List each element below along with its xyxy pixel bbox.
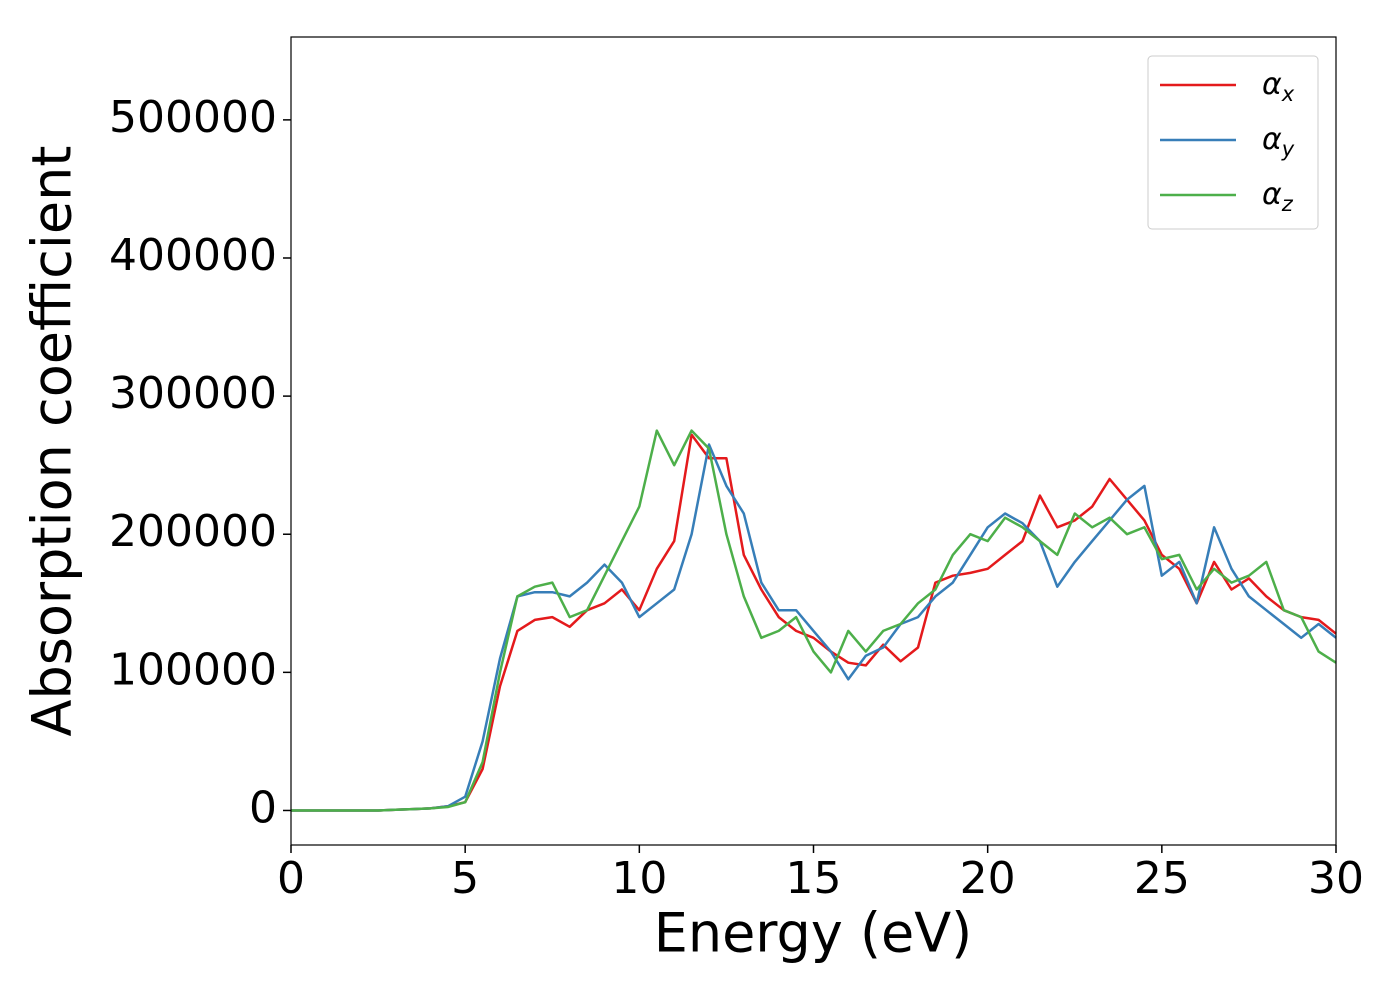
x-tick-label: 20 <box>960 853 1016 904</box>
x-tick-label: 30 <box>1308 853 1364 904</box>
x-axis-label: Energy (eV) <box>654 902 973 965</box>
y-tick-label: 0 <box>249 782 277 833</box>
y-tick-label: 100000 <box>109 644 277 695</box>
legend-label: αz <box>1262 177 1294 217</box>
line-series <box>291 443 1337 812</box>
x-tick-label: 10 <box>611 853 667 904</box>
y-axis-label: Absorption coefficient <box>21 146 84 737</box>
x-tick-label: 15 <box>786 853 842 904</box>
line-series <box>291 429 1337 812</box>
legend-box <box>1147 55 1319 230</box>
x-tick-label: 25 <box>1134 853 1190 904</box>
legend-label: αx <box>1262 67 1295 107</box>
x-tick-label: 5 <box>451 853 479 904</box>
x-tick-label: 0 <box>277 853 305 904</box>
line-series <box>291 433 1337 812</box>
y-tick-label: 300000 <box>109 368 277 419</box>
plot-frame <box>290 36 1337 846</box>
y-tick-label: 200000 <box>109 506 277 557</box>
y-tick-label: 500000 <box>109 92 277 143</box>
y-tick-label: 400000 <box>109 230 277 281</box>
legend-label: αy <box>1262 122 1295 162</box>
